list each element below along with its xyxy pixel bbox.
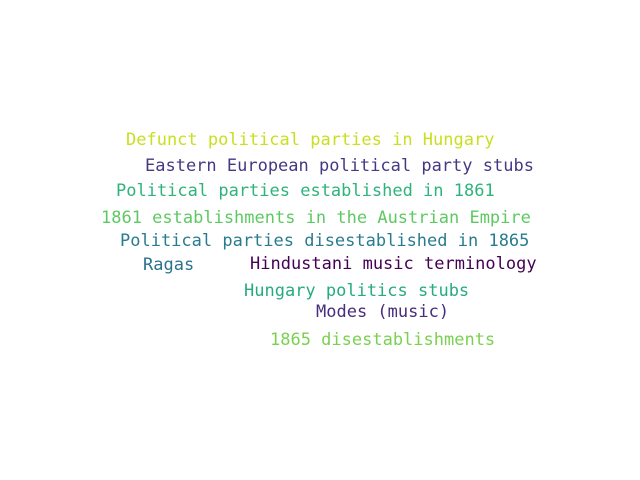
word-political-parties-established-in-1861: Political parties established in 1861 bbox=[116, 181, 495, 201]
word-1861-establishments-in-the-austrian-empire: 1861 establishments in the Austrian Empi… bbox=[101, 208, 531, 228]
word-political-parties-disestablished-in-1865: Political parties disestablished in 1865 bbox=[120, 231, 530, 251]
word-eastern-european-political-party-stubs: Eastern European political party stubs bbox=[145, 156, 534, 176]
word-defunct-political-parties-in-hungary: Defunct political parties in Hungary bbox=[126, 130, 495, 150]
word-hungary-politics-stubs: Hungary politics stubs bbox=[244, 281, 470, 301]
word-1865-disestablishments: 1865 disestablishments bbox=[270, 330, 496, 350]
word-ragas: Ragas bbox=[143, 255, 195, 275]
word-hindustani-music-terminology: Hindustani music terminology bbox=[250, 254, 537, 274]
word-modes-music: Modes (music) bbox=[316, 302, 450, 322]
